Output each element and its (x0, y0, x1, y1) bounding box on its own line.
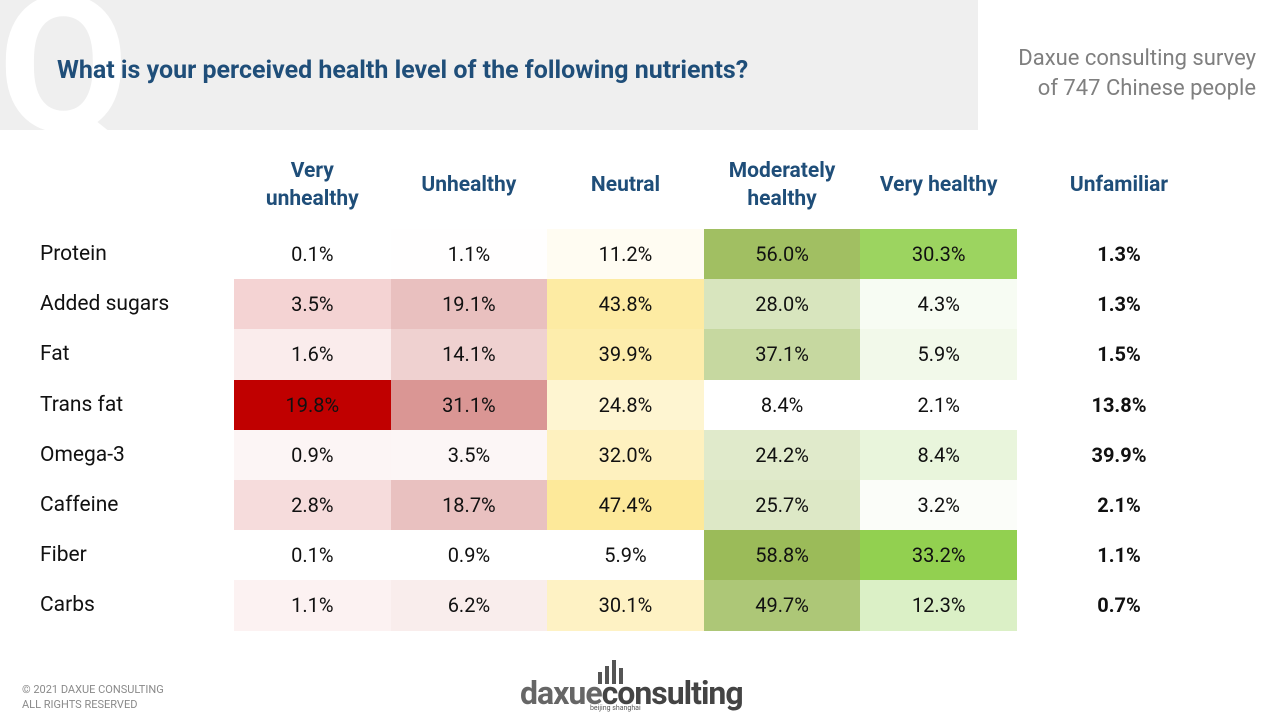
table-cell: 25.7% (703, 480, 861, 531)
column-header: Unhealthy (421, 173, 517, 197)
table-cell: 13.8% (1091, 392, 1147, 417)
row-label: Carbs (40, 593, 95, 618)
table-cell: 0.7% (1097, 593, 1141, 618)
logo-icon (598, 660, 623, 684)
row-label: Trans fat (40, 392, 124, 417)
table-cell: 3.5% (234, 279, 391, 330)
row-label: Protein (40, 242, 107, 267)
table-cell: 2.1% (1097, 493, 1141, 518)
table-cell: 5.9% (860, 329, 1017, 380)
table-cell: 18.7% (390, 480, 548, 531)
logo-tagline: beijing shanghai (590, 704, 641, 712)
copyright: © 2021 DAXUE CONSULTING ALL RIGHTS RESER… (22, 682, 164, 712)
table-cell: 1.1% (1097, 543, 1141, 568)
table-cell: 58.8% (703, 530, 861, 581)
table-cell: 11.2% (547, 229, 704, 280)
table-cell: 30.1% (547, 580, 704, 631)
table-cell: 8.4% (703, 379, 861, 430)
table-cell: 4.3% (860, 279, 1017, 330)
column-header: Very healthy (879, 173, 998, 197)
table-cell: 24.2% (703, 429, 861, 480)
table-cell: 14.1% (390, 329, 548, 380)
table-cell: 39.9% (547, 329, 704, 380)
table-cell: 47.4% (547, 480, 704, 531)
table-cell: 0.9% (234, 429, 391, 480)
logo-text: daxue (520, 674, 603, 712)
table-cell: 37.1% (703, 329, 861, 380)
table-cell: 8.4% (860, 429, 1017, 480)
table-cell: 56.0% (703, 229, 861, 280)
table-cell: 28.0% (703, 279, 861, 330)
source-line: of 747 Chinese people (1037, 76, 1256, 101)
table-cell: 2.1% (860, 379, 1017, 430)
table-cell: 0.1% (234, 229, 391, 280)
table-cell: 33.2% (860, 530, 1017, 581)
table-cell: 31.1% (390, 379, 548, 430)
table-cell: 1.1% (390, 229, 548, 280)
header-band (0, 0, 978, 130)
logo: daxueconsulting (520, 674, 744, 712)
table-cell: 12.3% (860, 580, 1017, 631)
source-line: Daxue consulting survey (1018, 46, 1256, 71)
row-label: Fiber (40, 543, 87, 568)
column-header: Moderately healthy (728, 159, 836, 211)
source: Daxue consulting survey of 747 Chinese p… (1018, 44, 1256, 104)
table-cell: 5.9% (547, 530, 704, 581)
table-cell: 24.8% (547, 379, 704, 430)
table-cell: 1.5% (1097, 342, 1141, 367)
table-cell: 6.2% (390, 580, 548, 631)
table-cell: 1.1% (234, 580, 391, 631)
table-cell: 1.3% (1097, 292, 1141, 317)
table-cell: 39.9% (1091, 442, 1147, 467)
copyright-line: ALL RIGHTS RESERVED (22, 698, 138, 711)
table-cell: 0.1% (234, 530, 391, 581)
logo-text: consulting (601, 674, 744, 712)
column-header: Very unhealthy (265, 159, 359, 211)
watermark: Q (0, 0, 129, 178)
table-cell: 49.7% (703, 580, 861, 631)
table-cell: 3.5% (390, 429, 548, 480)
row-label: Fat (40, 342, 70, 367)
table-cell: 3.2% (860, 480, 1017, 531)
table-cell: 19.8% (234, 379, 391, 430)
row-label: Caffeine (40, 493, 119, 518)
table-cell: 43.8% (547, 279, 704, 330)
table-cell: 19.1% (390, 279, 548, 330)
table-cell: 1.3% (1097, 242, 1141, 267)
table-cell: 0.9% (390, 530, 548, 581)
copyright-line: © 2021 DAXUE CONSULTING (22, 683, 164, 696)
table-cell: 1.6% (234, 329, 391, 380)
row-label: Added sugars (40, 292, 170, 317)
column-header: Unfamiliar (1069, 173, 1169, 197)
table-cell: 30.3% (860, 229, 1017, 280)
column-header: Neutral (590, 173, 661, 197)
table-cell: 32.0% (547, 429, 704, 480)
row-label: Omega-3 (40, 442, 125, 467)
table-cell: 2.8% (234, 480, 391, 531)
title: What is your perceived health level of t… (57, 56, 749, 85)
